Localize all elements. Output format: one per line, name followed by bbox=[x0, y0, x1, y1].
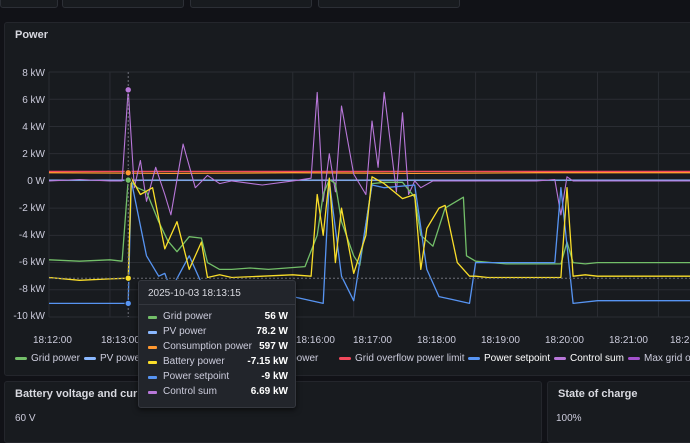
y-tick: -8 kW bbox=[18, 284, 45, 295]
legend-swatch bbox=[554, 357, 566, 360]
tooltip-series-value: 56 W bbox=[264, 311, 288, 322]
x-tick: 18:18:00 bbox=[417, 335, 456, 346]
tooltip-divider bbox=[139, 304, 295, 305]
tooltip-row: Grid power 56 W bbox=[148, 311, 288, 325]
hover-point-setpoint bbox=[124, 299, 132, 308]
tooltip-series-name: Grid power bbox=[163, 311, 212, 322]
y-tick: 4 kW bbox=[22, 122, 45, 133]
y-tick: -4 kW bbox=[18, 230, 45, 241]
legend-item[interactable]: Control sum bbox=[554, 353, 624, 364]
tooltip-series-name: Control sum bbox=[163, 386, 217, 397]
tooltip-row: PV power 78.2 W bbox=[148, 326, 288, 340]
panel-title: State of charge bbox=[558, 388, 638, 400]
x-tick: 18:13:00 bbox=[101, 335, 140, 346]
tooltip-swatch bbox=[148, 361, 157, 364]
legend-item[interactable]: ry power bbox=[280, 353, 318, 364]
tooltip-series-value: 6.69 kW bbox=[250, 386, 288, 397]
series-line-grid bbox=[48, 178, 690, 271]
y-tick: 0 W bbox=[27, 176, 45, 187]
hover-point-consumption bbox=[124, 169, 132, 177]
y-tick: -10 kW bbox=[13, 311, 45, 322]
tooltip-row: Control sum 6.69 kW bbox=[148, 386, 288, 400]
legend-swatch bbox=[84, 357, 96, 360]
x-tick: 18:17:00 bbox=[353, 335, 392, 346]
legend-swatch bbox=[339, 357, 351, 360]
legend-item[interactable]: PV power bbox=[84, 353, 143, 364]
y-tick: 6 kW bbox=[22, 95, 45, 106]
series-line-consumption bbox=[48, 172, 690, 175]
series-line-setpoint bbox=[49, 180, 690, 305]
legend-label: PV power bbox=[100, 353, 144, 364]
tooltip-row: Battery power -7.15 kW bbox=[148, 356, 288, 370]
x-tick: 18:16:00 bbox=[296, 335, 335, 346]
legend-label: Power setpoint bbox=[484, 353, 551, 364]
tooltip-time: 2025-10-03 18:13:15 bbox=[148, 288, 241, 299]
top-panel-strip bbox=[0, 0, 690, 8]
chart-tooltip: 2025-10-03 18:13:15 Grid power 56 W PV p… bbox=[138, 280, 296, 408]
series-line-control-sum bbox=[48, 89, 690, 216]
tooltip-row: Power setpoint -9 kW bbox=[148, 371, 288, 385]
hover-point-battery bbox=[124, 274, 132, 282]
x-tick: 18:20:00 bbox=[545, 335, 584, 346]
legend-label: Control sum bbox=[570, 353, 624, 364]
legend-swatch bbox=[468, 357, 480, 360]
tooltip-row: Consumption power 597 W bbox=[148, 341, 288, 355]
tooltip-series-value: -7.15 kW bbox=[247, 356, 288, 367]
y-tick: 100% bbox=[556, 413, 582, 424]
tooltip-swatch bbox=[148, 376, 157, 379]
hover-point-control-sum bbox=[124, 86, 132, 94]
tooltip-series-value: -9 kW bbox=[261, 371, 288, 382]
legend-label: ry power bbox=[280, 353, 319, 364]
hover-point-grid bbox=[124, 176, 132, 184]
y-tick: 8 kW bbox=[22, 68, 45, 79]
legend-item[interactable]: Grid power bbox=[15, 353, 80, 364]
state-of-charge-panel[interactable]: State of charge 100% bbox=[547, 381, 690, 443]
legend-swatch bbox=[628, 357, 640, 360]
x-axis: 18:12:00 18:13:00 18:16:00 18:17:00 18:1… bbox=[5, 335, 690, 349]
tooltip-series-name: Power setpoint bbox=[163, 371, 230, 382]
y-tick: 2 kW bbox=[22, 149, 45, 160]
y-tick: 60 V bbox=[15, 413, 36, 424]
tooltip-series-name: PV power bbox=[163, 326, 207, 337]
legend-swatch bbox=[15, 357, 27, 360]
legend-label: Grid power bbox=[31, 353, 80, 364]
legend-label: Max grid ov bbox=[644, 353, 690, 364]
x-tick: 18:22 bbox=[670, 335, 690, 346]
tooltip-series-value: 78.2 W bbox=[256, 326, 288, 337]
panel-title: Battery voltage and current bbox=[15, 388, 159, 400]
y-tick: -2 kW bbox=[18, 203, 45, 214]
tooltip-swatch bbox=[148, 391, 157, 394]
x-tick: 18:21:00 bbox=[609, 335, 648, 346]
x-tick: 18:19:00 bbox=[481, 335, 520, 346]
power-chart[interactable] bbox=[5, 23, 690, 353]
tooltip-swatch bbox=[148, 331, 157, 334]
legend-item[interactable]: Power setpoint bbox=[468, 353, 550, 364]
panel-title: Power bbox=[15, 29, 49, 41]
power-panel[interactable]: Power 8 kW 6 kW 4 kW 2 kW 0 W -2 kW -4 k… bbox=[4, 22, 690, 376]
legend-item[interactable]: Grid overflow power limit bbox=[339, 353, 464, 364]
chart-legend: Grid power PV power ry power Grid overfl… bbox=[5, 353, 690, 369]
tooltip-swatch bbox=[148, 316, 157, 319]
tooltip-swatch bbox=[148, 346, 157, 349]
tooltip-series-name: Battery power bbox=[163, 356, 225, 367]
legend-label: Grid overflow power limit bbox=[355, 353, 465, 364]
x-tick: 18:12:00 bbox=[33, 335, 72, 346]
tooltip-series-name: Consumption power bbox=[163, 341, 252, 352]
y-axis: 8 kW 6 kW 4 kW 2 kW 0 W -2 kW -4 kW -6 k… bbox=[5, 23, 45, 353]
tooltip-series-value: 597 W bbox=[259, 341, 288, 352]
series-line-battery bbox=[48, 176, 690, 281]
legend-item[interactable]: Max grid ov bbox=[628, 353, 690, 364]
y-tick: -6 kW bbox=[18, 257, 45, 268]
